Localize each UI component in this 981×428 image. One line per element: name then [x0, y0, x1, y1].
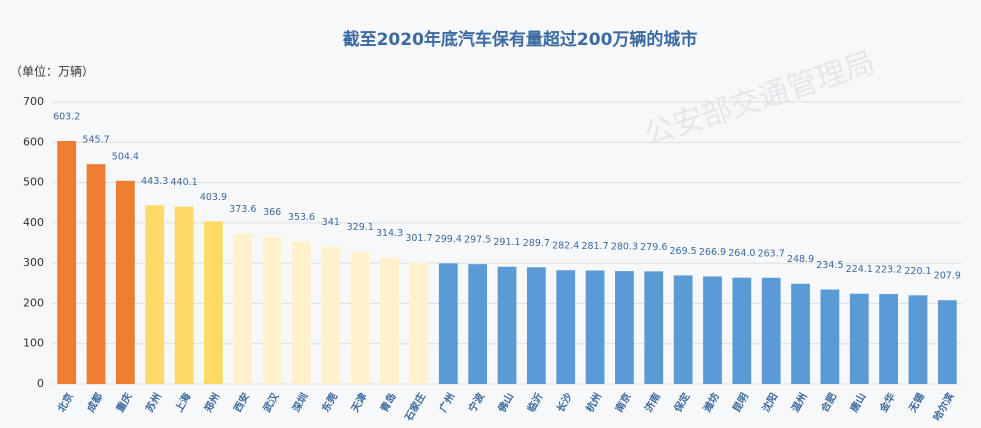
value-label: 263.7	[758, 248, 785, 259]
bar	[879, 294, 899, 384]
value-label: 366	[263, 207, 281, 218]
bar	[556, 270, 576, 384]
y-axis-label: （单位：万辆）	[10, 64, 94, 79]
bar	[321, 246, 341, 384]
value-label: 329.1	[347, 222, 374, 233]
bar	[204, 221, 223, 384]
bar	[820, 289, 840, 384]
value-label: 297.5	[464, 235, 491, 246]
value-label: 264.0	[728, 248, 755, 259]
y-tick-label: 600	[23, 135, 44, 148]
bar	[497, 266, 517, 384]
bar	[86, 164, 106, 384]
bar	[791, 283, 810, 384]
value-label: 289.7	[523, 238, 550, 249]
bar	[732, 277, 752, 384]
value-label: 299.4	[435, 234, 462, 245]
value-label: 440.1	[170, 177, 197, 188]
bar	[585, 270, 605, 384]
bar	[262, 236, 282, 384]
bar	[145, 205, 165, 384]
y-tick-label: 100	[23, 337, 44, 350]
bar	[174, 206, 194, 384]
value-label: 545.7	[82, 135, 109, 146]
bar	[761, 277, 781, 384]
y-tick-label: 300	[23, 256, 44, 269]
bar	[644, 271, 664, 384]
value-label: 220.1	[904, 266, 931, 277]
bar	[350, 251, 370, 384]
bar	[233, 233, 253, 384]
bar	[57, 140, 77, 384]
y-tick-label: 0	[37, 377, 44, 390]
y-tick-label: 400	[23, 216, 44, 229]
y-tick-label: 200	[23, 296, 44, 309]
value-label: 282.4	[552, 241, 579, 252]
value-label: 248.9	[787, 254, 814, 265]
value-label: 341	[322, 217, 340, 228]
value-label: 314.3	[376, 228, 403, 239]
bar	[703, 276, 722, 384]
bar	[468, 264, 488, 384]
value-label: 281.7	[581, 241, 608, 252]
bar	[409, 262, 429, 384]
bar	[292, 241, 311, 384]
value-label: 403.9	[200, 192, 227, 203]
value-label: 223.2	[875, 265, 902, 276]
y-tick-label: 700	[23, 95, 44, 108]
bar	[673, 275, 693, 384]
bar	[849, 293, 869, 384]
value-label: 301.7	[405, 233, 432, 244]
value-label: 353.6	[288, 212, 315, 223]
value-label: 603.2	[53, 111, 80, 122]
bar	[615, 271, 634, 384]
value-label: 279.6	[640, 242, 667, 253]
value-label: 207.9	[934, 271, 961, 282]
y-tick-label: 500	[23, 176, 44, 189]
bar	[526, 267, 546, 384]
value-label: 291.1	[493, 237, 520, 248]
bar	[438, 263, 458, 384]
bar	[115, 180, 135, 384]
value-label: 234.5	[816, 260, 843, 271]
bar	[908, 295, 928, 384]
value-label: 443.3	[141, 176, 168, 187]
bar	[380, 257, 399, 384]
value-label: 269.5	[670, 246, 697, 257]
value-label: 280.3	[611, 242, 638, 253]
bar	[937, 300, 957, 384]
value-label: 266.9	[699, 247, 726, 258]
value-label: 373.6	[229, 204, 256, 215]
chart-title: 截至2020年底汽车保有量超过200万辆的城市	[343, 29, 698, 50]
value-label: 504.4	[112, 151, 139, 162]
value-label: 224.1	[846, 264, 873, 275]
